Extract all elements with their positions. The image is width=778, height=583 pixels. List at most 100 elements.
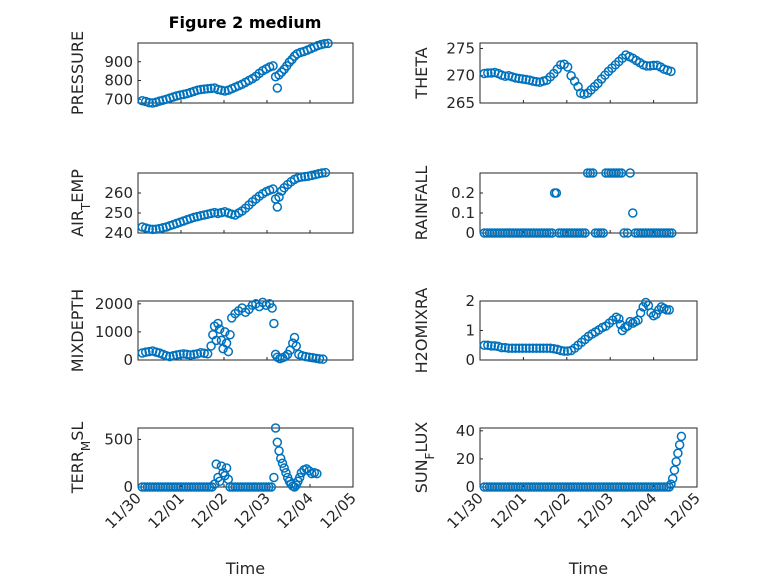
y-tick-label: 0.2 — [451, 184, 475, 202]
subplot-5: 0 1000 2000 MIXDEPTH — [68, 289, 354, 372]
y-tick-label: 275 — [446, 39, 475, 57]
data-point — [483, 68, 493, 78]
data-point — [266, 482, 277, 492]
data-point — [479, 68, 490, 79]
data-point — [531, 76, 542, 87]
y-axis-label: THETA — [412, 47, 431, 99]
y-axis-label: TERRMSL — [68, 422, 93, 495]
data-point — [667, 228, 677, 238]
x-axis-label: Time — [225, 559, 265, 578]
y-axis-label: H2OMIXRA — [412, 288, 431, 374]
data-point — [220, 327, 230, 337]
data-point — [517, 74, 528, 84]
y-axis-label: MIXDEPTH — [68, 289, 87, 372]
data-point — [323, 38, 333, 49]
y-tick-label: 240 — [104, 224, 133, 242]
data-point — [274, 192, 284, 202]
data-point — [648, 60, 659, 71]
data-point — [289, 332, 300, 343]
y-tick-label: 0 — [465, 224, 475, 242]
data-point — [185, 350, 196, 360]
data-point — [666, 479, 676, 489]
y-tick-label: 265 — [446, 94, 475, 112]
data-point — [580, 228, 590, 238]
data-point — [147, 224, 158, 235]
data-point — [276, 453, 286, 464]
y-tick-label: 800 — [104, 72, 133, 90]
y-tick-label: 0 — [465, 351, 475, 369]
data-point — [189, 349, 199, 360]
data-point — [261, 482, 271, 492]
data-point — [312, 468, 322, 479]
data-point — [144, 97, 154, 108]
y-tick-label: 0 — [123, 478, 133, 496]
data-point — [223, 346, 234, 357]
data-point — [619, 228, 629, 238]
y-tick-label: 1 — [465, 322, 475, 340]
data-point — [585, 168, 595, 178]
data-point — [291, 341, 301, 351]
x-tick-label: 12/04 — [617, 489, 660, 532]
data-point — [301, 464, 312, 474]
data-point — [175, 349, 185, 360]
data-point — [196, 84, 206, 95]
data-point — [673, 448, 683, 459]
data-point — [206, 83, 216, 94]
data-point — [674, 440, 685, 450]
y-tick-label: 40 — [456, 422, 475, 440]
data-point — [542, 228, 552, 238]
data-point — [551, 188, 562, 198]
data-point — [268, 184, 278, 194]
subplot-6: 0 1 2 H2OMIXRA — [412, 288, 698, 374]
data-point — [521, 74, 531, 85]
data-point — [279, 463, 289, 473]
axes-box — [479, 427, 698, 488]
data-point — [267, 303, 277, 313]
y-tick-label: 270 — [446, 67, 475, 85]
data-point — [300, 171, 310, 182]
data-point — [641, 297, 651, 308]
y-tick-label: 2000 — [95, 295, 133, 313]
x-tick-label: 12/03 — [231, 489, 274, 532]
data-point — [140, 347, 151, 357]
data-point — [280, 351, 290, 362]
y-tick-label: 0.1 — [451, 204, 475, 222]
data-point — [661, 228, 672, 238]
data-point — [307, 353, 318, 363]
x-tick-label: 12/05 — [661, 489, 704, 532]
x-tick-label: 12/01 — [145, 489, 188, 532]
data-point — [479, 340, 490, 350]
data-point — [645, 61, 655, 71]
data-point — [503, 343, 514, 353]
data-point — [593, 228, 603, 238]
data-point — [676, 431, 687, 442]
data-point — [272, 83, 283, 93]
y-axis-label: SUNFLUX — [412, 422, 437, 494]
data-point — [216, 335, 227, 346]
data-point — [483, 340, 493, 350]
data-point — [666, 66, 676, 77]
data-point — [595, 228, 606, 238]
y-tick-label: 700 — [104, 90, 133, 108]
data-point — [635, 308, 646, 318]
data-point — [542, 343, 552, 353]
data-point — [575, 228, 585, 238]
data-point — [514, 343, 524, 353]
data-point — [577, 228, 588, 238]
data-point — [304, 352, 314, 362]
data-point — [661, 305, 672, 315]
data-point — [214, 476, 225, 487]
data-point — [268, 61, 278, 71]
data-point — [269, 318, 279, 329]
data-point — [221, 463, 232, 473]
data-point — [274, 70, 284, 80]
y-tick-label: 500 — [104, 430, 133, 448]
y-tick-label: 20 — [456, 450, 475, 468]
data-point — [555, 345, 566, 356]
data-point — [196, 347, 206, 358]
data-point — [500, 342, 510, 353]
